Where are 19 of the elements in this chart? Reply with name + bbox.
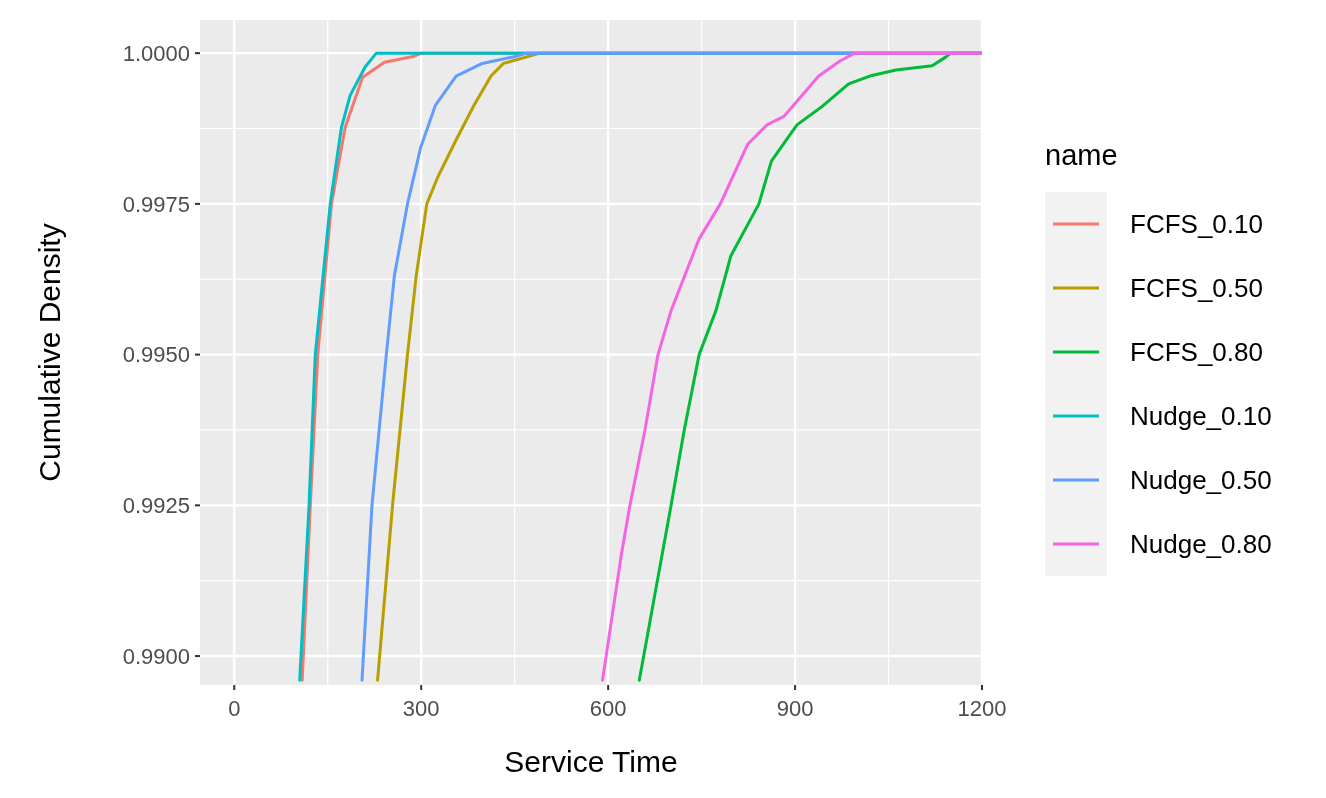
y-tick-label: 0.9975 xyxy=(122,191,190,217)
legend-title: name xyxy=(1045,139,1118,171)
y-axis-title: Cumulative Density xyxy=(33,223,66,482)
legend-label: Nudge_0.50 xyxy=(1130,465,1272,496)
x-tick-label: 300 xyxy=(402,696,440,721)
legend-label: FCFS_0.10 xyxy=(1130,209,1263,240)
legend-label: FCFS_0.80 xyxy=(1130,337,1263,368)
x-axis-title: Service Time xyxy=(504,745,678,778)
y-tick-label: 0.9900 xyxy=(122,643,190,669)
y-tick-label: 1.0000 xyxy=(122,40,190,66)
legend-label: Nudge_0.10 xyxy=(1130,401,1272,432)
legend-label: Nudge_0.80 xyxy=(1130,529,1272,560)
x-tick-label: 600 xyxy=(589,696,627,721)
y-tick-label: 0.9950 xyxy=(122,342,190,368)
y-tick-label: 0.9925 xyxy=(122,493,190,519)
x-tick-label: 1200 xyxy=(957,696,1007,721)
x-tick-label: 0 xyxy=(228,696,241,721)
x-tick-label: 900 xyxy=(776,696,814,721)
legend-label: FCFS_0.50 xyxy=(1130,273,1263,304)
